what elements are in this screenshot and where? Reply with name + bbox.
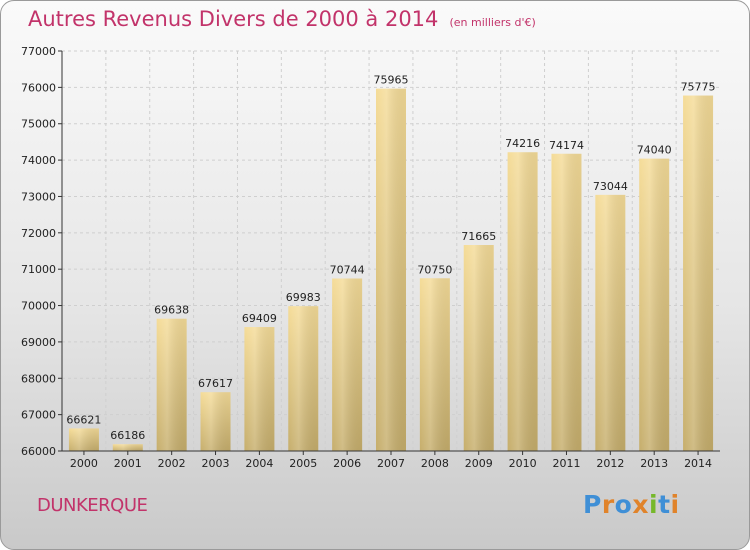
tick-label-y: 71000: [21, 263, 56, 276]
logo-letter: P: [583, 490, 602, 519]
data-label: 69983: [286, 291, 321, 304]
tick-label-x: 2002: [158, 457, 186, 470]
bar-shine-2011: [551, 153, 582, 451]
bar-shine-2009: [463, 245, 494, 451]
logo-letter: t: [658, 490, 671, 519]
tick-label-x: 2001: [114, 457, 142, 470]
tick-label-x: 2008: [421, 457, 449, 470]
tick-label-x: 2007: [377, 457, 405, 470]
data-label: 66621: [66, 413, 101, 426]
tick-label-x: 2009: [465, 457, 493, 470]
tick-label-y: 70000: [21, 300, 56, 313]
data-label: 75775: [681, 81, 716, 94]
chart-unit: (en milliers d'€): [449, 16, 536, 29]
logo-letter: i: [670, 490, 680, 519]
tick-label-x: 2004: [245, 457, 273, 470]
bar-shine-2012: [595, 194, 626, 451]
bar-shine-2010: [507, 152, 538, 451]
axis-layer: [58, 50, 720, 455]
tick-label-x: 2014: [684, 457, 712, 470]
proxiti-logo[interactable]: Proxiti: [583, 490, 680, 519]
tick-label-y: 74000: [21, 154, 56, 167]
tick-label-y: 67000: [21, 409, 56, 422]
bar-shine-2000: [68, 428, 99, 451]
label-layer: 66000 67000 68000 69000 70000 71000 72000 73000…: [21, 45, 716, 470]
tick-label-x: 2013: [640, 457, 668, 470]
tick-label-x: 2010: [509, 457, 537, 470]
commune-name: DUNKERQUE: [37, 495, 148, 516]
bar-shine-2002: [156, 318, 187, 451]
tick-label-x: 2006: [333, 457, 361, 470]
tick-label-x: 2011: [552, 457, 580, 470]
data-label: 69638: [154, 304, 189, 317]
data-label: 67617: [198, 377, 233, 390]
bar-shine-2008: [419, 278, 450, 451]
bar-shine-2004: [244, 327, 275, 451]
tick-label-x: 2005: [289, 457, 317, 470]
bar-shine-2007: [376, 88, 406, 452]
chart-title-block: Autres Revenus Divers de 2000 à 2014 (en…: [28, 7, 536, 31]
bar-shine-2001: [112, 444, 143, 451]
data-label: 73044: [593, 180, 628, 193]
data-label: 74216: [505, 137, 540, 150]
logo-letter: i: [649, 490, 659, 519]
tick-label-y: 72000: [21, 227, 56, 240]
data-label: 74040: [637, 144, 672, 157]
tick-label-y: 76000: [21, 81, 56, 94]
data-label: 74174: [549, 139, 584, 152]
data-label: 69409: [242, 312, 277, 325]
tick-label-y: 68000: [21, 372, 56, 385]
data-label: 70750: [417, 263, 452, 276]
bar-shine-2014: [683, 95, 714, 451]
tick-label-x: 2003: [202, 457, 230, 470]
bar-shine-2013: [639, 158, 670, 452]
bar-shine-2006: [332, 278, 363, 451]
logo-letter: x: [632, 490, 649, 519]
logo-letter: o: [614, 490, 633, 519]
bar-layer: [68, 88, 714, 452]
bar-shine-2003: [200, 392, 231, 451]
tick-label-y: 75000: [21, 118, 56, 131]
data-label: 75965: [374, 74, 409, 87]
tick-label-y: 69000: [21, 336, 56, 349]
tick-label-y: 66000: [21, 445, 56, 458]
tick-label-x: 2000: [70, 457, 98, 470]
chart-title: Autres Revenus Divers de 2000 à 2014: [28, 7, 439, 31]
bar-shine-2005: [288, 306, 319, 451]
logo-letter: r: [601, 490, 615, 519]
data-label: 70744: [330, 263, 365, 276]
tick-label-y: 73000: [21, 190, 56, 203]
data-label: 71665: [461, 230, 496, 243]
tick-label-y: 77000: [21, 45, 56, 58]
data-label: 66186: [110, 429, 145, 442]
tick-label-x: 2012: [596, 457, 624, 470]
